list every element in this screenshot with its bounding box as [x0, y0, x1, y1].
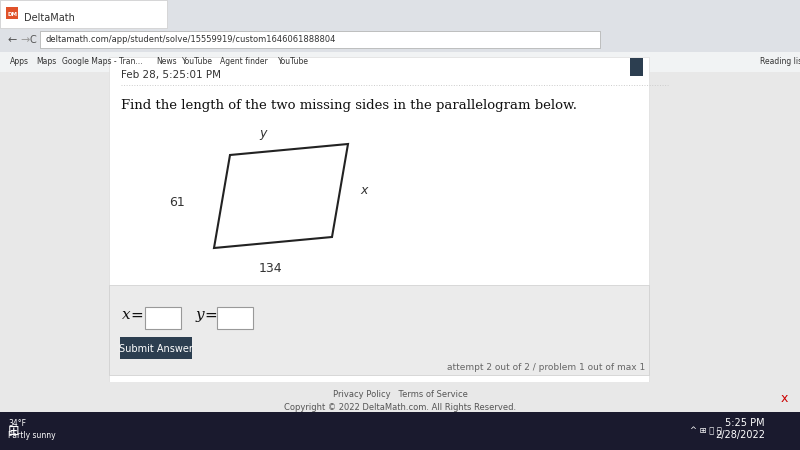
Bar [0, 72, 800, 402]
Text: ^ ⊞ 🔊 📶: ^ ⊞ 🔊 📶 [690, 427, 722, 436]
Bar [217, 307, 253, 329]
Bar [145, 307, 181, 329]
Text: x: x [781, 392, 788, 405]
Text: ⊞: ⊞ [8, 424, 20, 438]
Bar [6, 7, 18, 19]
Text: 61: 61 [170, 195, 185, 208]
Text: x: x [360, 184, 367, 197]
Text: Reading list: Reading list [760, 58, 800, 67]
Text: News: News [156, 58, 177, 67]
Text: ←: ← [8, 35, 18, 45]
Text: Find the length of the two missing sides in the parallelogram below.: Find the length of the two missing sides… [121, 99, 577, 112]
Text: x: x [122, 308, 130, 322]
Text: DM: DM [7, 12, 17, 17]
Bar [0, 382, 800, 412]
Text: Submit Answer: Submit Answer [119, 344, 193, 354]
Bar [0, 0, 167, 28]
Text: 34°F: 34°F [8, 419, 26, 428]
Text: deltamath.com/app/student/solve/15559919/custom1646061888804: deltamath.com/app/student/solve/15559919… [45, 36, 335, 45]
Text: =: = [130, 308, 142, 323]
Bar [0, 412, 800, 450]
Text: Maps: Maps [36, 58, 56, 67]
Text: DeltaMath: DeltaMath [24, 13, 75, 23]
Text: 2/28/2022: 2/28/2022 [715, 430, 765, 440]
Text: Google Maps - Tran...: Google Maps - Tran... [62, 58, 142, 67]
Bar [109, 285, 649, 375]
Text: →: → [20, 35, 30, 45]
Text: 134: 134 [258, 262, 282, 275]
Text: Feb 28, 5:25:01 PM: Feb 28, 5:25:01 PM [121, 70, 221, 80]
Bar [0, 28, 800, 52]
Bar [630, 58, 643, 76]
Text: YouTube: YouTube [278, 58, 309, 67]
Text: Copyright © 2022 DeltaMath.com. All Rights Reserved.: Copyright © 2022 DeltaMath.com. All Righ… [284, 403, 516, 412]
Text: YouTube: YouTube [182, 58, 213, 67]
Text: y: y [259, 126, 266, 140]
Bar [40, 31, 600, 48]
Text: y: y [196, 308, 205, 322]
Bar [0, 0, 800, 56]
Text: Privacy Policy   Terms of Service: Privacy Policy Terms of Service [333, 390, 467, 399]
Polygon shape [214, 144, 348, 248]
Bar [120, 337, 192, 359]
Text: Partly sunny: Partly sunny [8, 432, 56, 441]
Text: C: C [30, 35, 37, 45]
Text: attempt 2 out of 2 / problem 1 out of max 1: attempt 2 out of 2 / problem 1 out of ma… [446, 364, 645, 373]
Text: =: = [204, 308, 217, 323]
Text: Apps: Apps [10, 58, 29, 67]
Bar [109, 57, 649, 387]
Bar [0, 52, 800, 72]
Text: Agent finder: Agent finder [220, 58, 268, 67]
Text: 5:25 PM: 5:25 PM [726, 418, 765, 428]
